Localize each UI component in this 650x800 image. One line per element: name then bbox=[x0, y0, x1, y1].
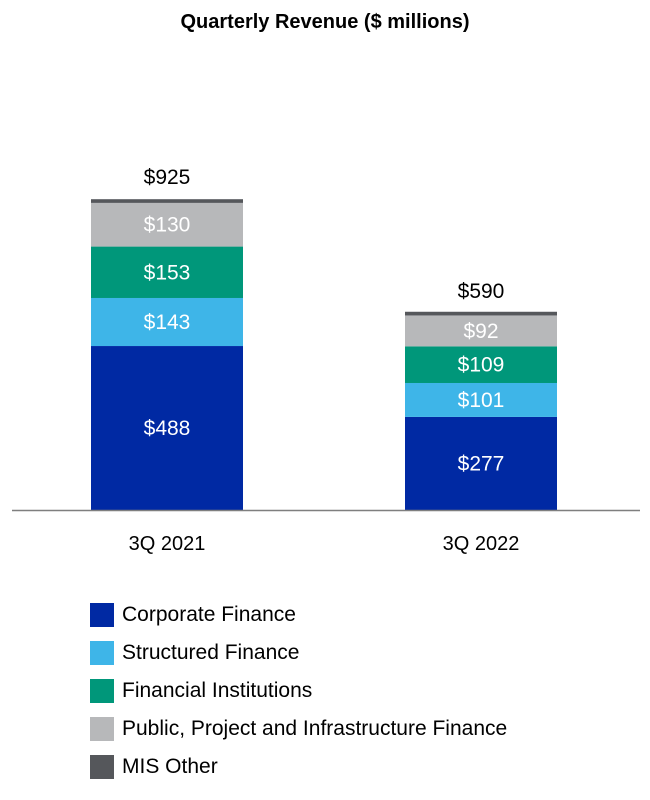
total-label-3q-2022: $590 bbox=[458, 280, 505, 303]
legend-item-financial-institutions: Financial Institutions bbox=[90, 672, 507, 710]
legend-swatch bbox=[90, 641, 114, 665]
bars-layer: $488 $143 $153 $130 $277 $101 $109 $92 bbox=[91, 199, 557, 510]
legend-swatch bbox=[90, 603, 114, 627]
x-tick-label-3q-2022: 3Q 2022 bbox=[443, 533, 520, 555]
legend-swatch bbox=[90, 755, 114, 779]
chart-legend: Corporate Finance Structured Finance Fin… bbox=[90, 596, 507, 786]
data-label-structured-finance-3q-2021: $143 bbox=[144, 311, 191, 334]
data-label-structured-finance-3q-2022: $101 bbox=[458, 389, 505, 412]
bar-segment-public-project-and-infrastructure-finance-3q-2021 bbox=[91, 202, 243, 247]
x-tick-label-3q-2021: 3Q 2021 bbox=[129, 533, 206, 555]
legend-label: MIS Other bbox=[122, 755, 218, 778]
data-label-financial-institutions-3q-2022: $109 bbox=[458, 354, 505, 377]
bar-segment-mis-other-3q-2022 bbox=[405, 311, 557, 316]
chart-title: Quarterly Revenue ($ millions) bbox=[181, 11, 470, 33]
data-label-financial-institutions-3q-2021: $153 bbox=[144, 261, 191, 284]
legend-swatch bbox=[90, 717, 114, 741]
bar-segment-structured-finance-3q-2022 bbox=[405, 382, 557, 417]
bar-segment-mis-other-3q-2021 bbox=[91, 199, 243, 203]
legend-item-corporate-finance: Corporate Finance bbox=[90, 596, 507, 634]
legend-item-public-project-infrastructure-finance: Public, Project and Infrastructure Finan… bbox=[90, 710, 507, 748]
total-label-3q-2021: $925 bbox=[144, 166, 191, 189]
legend-swatch bbox=[90, 679, 114, 703]
legend-label: Public, Project and Infrastructure Finan… bbox=[122, 717, 508, 740]
bar-segment-corporate-finance-3q-2022 bbox=[405, 416, 557, 510]
data-label-public-project-and-infrastructure-finance-3q-2022: $92 bbox=[463, 320, 498, 343]
bar-segment-public-project-and-infrastructure-finance-3q-2022 bbox=[405, 315, 557, 347]
legend-item-mis-other: MIS Other bbox=[90, 748, 507, 786]
bar-segment-financial-institutions-3q-2022 bbox=[405, 346, 557, 383]
legend-label: Financial Institutions bbox=[122, 679, 313, 702]
legend-label: Corporate Finance bbox=[122, 603, 296, 626]
bar-segment-corporate-finance-3q-2021 bbox=[91, 346, 243, 510]
data-label-corporate-finance-3q-2022: $277 bbox=[458, 452, 505, 475]
legend-label: Structured Finance bbox=[122, 641, 300, 664]
legend-item-structured-finance: Structured Finance bbox=[90, 634, 507, 672]
bar-segment-financial-institutions-3q-2021 bbox=[91, 246, 243, 298]
data-label-corporate-finance-3q-2021: $488 bbox=[144, 417, 191, 440]
data-label-public-project-and-infrastructure-finance-3q-2021: $130 bbox=[144, 214, 191, 237]
bar-segment-structured-finance-3q-2021 bbox=[91, 297, 243, 347]
